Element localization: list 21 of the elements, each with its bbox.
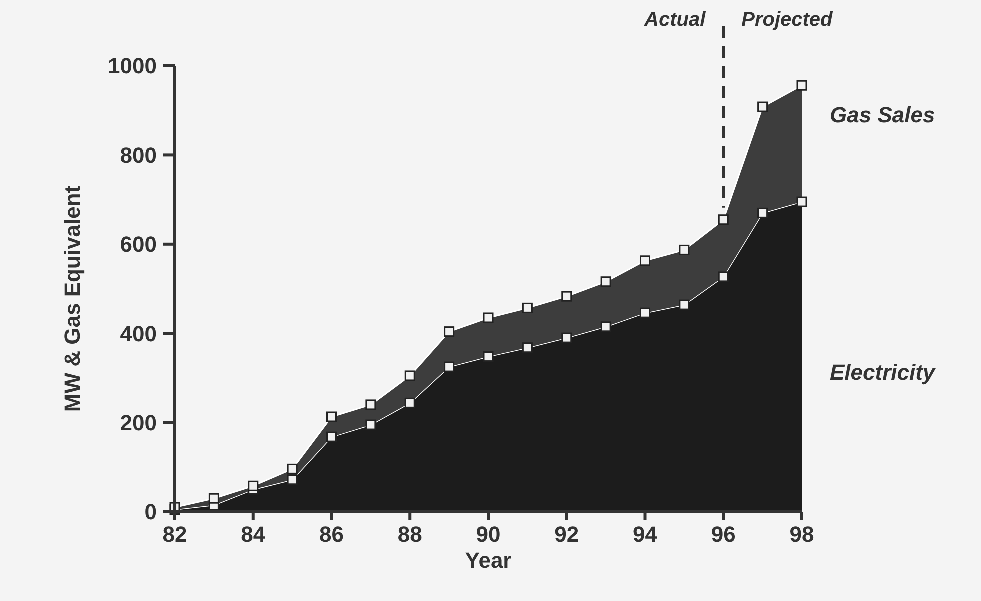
- y-tick-label: 0: [144, 500, 157, 525]
- x-axis-title: Year: [465, 548, 512, 573]
- text: Projected: [742, 9, 834, 31]
- y-tick-label: 200: [120, 410, 157, 436]
- series-label: Gas Sales: [830, 102, 936, 128]
- text: Actual: [644, 9, 706, 31]
- series-label: Electricity: [830, 360, 937, 386]
- x-tick-label: 96: [711, 522, 736, 547]
- y-axis-title: MW & Gas Equivalent: [60, 185, 85, 412]
- x-tick-label: 92: [554, 522, 580, 547]
- y-tick-label: 1000: [108, 54, 157, 79]
- y-tick-label: 600: [120, 232, 157, 258]
- x-tick-label: 94: [633, 522, 658, 547]
- x-tick-label: 86: [320, 522, 344, 547]
- x-tick-label: 88: [398, 522, 422, 547]
- y-tick-label: 400: [120, 321, 157, 346]
- y-tick-label: 800: [120, 142, 157, 168]
- x-tick-label: 82: [162, 522, 188, 547]
- x-tick-label: 84: [241, 522, 266, 547]
- x-tick-label: 98: [790, 522, 814, 547]
- x-tick-label: 90: [476, 522, 501, 547]
